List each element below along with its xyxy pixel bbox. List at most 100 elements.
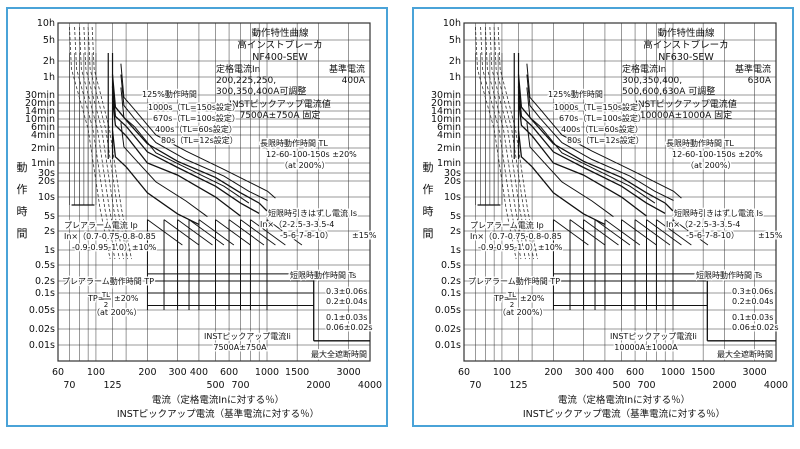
short-pickup-tol: ±15% <box>758 231 783 240</box>
y-tick-label: 1min <box>437 158 461 169</box>
y-tick-label: 20min <box>431 98 461 109</box>
y-axis-label: 間 <box>423 227 434 240</box>
prealarm-band-line <box>480 26 522 260</box>
y-tick-label: 4min <box>437 130 461 141</box>
x-tick-label: 1500 <box>691 367 715 378</box>
long-time-band-curve <box>120 74 268 201</box>
prealarm-values: -0.9-0.95-1.0）±10% <box>72 243 157 252</box>
tp-formula-tol: ±20% <box>114 294 139 303</box>
base-current-value: 400A <box>342 76 366 86</box>
short-pickup-top <box>594 219 631 246</box>
y-axis-label: 時 <box>423 205 434 218</box>
rated-current-values: 300,350,400, <box>622 76 682 86</box>
prealarm-values: In×（0.7-0.75-0.8-0.85 <box>470 232 562 241</box>
long-time-curve <box>111 86 260 214</box>
y-tick-label: 2h <box>449 56 461 67</box>
prealarm-band-line <box>78 26 120 260</box>
chart-panel-nf630: 10h 5h 2h 1h 30min 20min 14min 10min 6min 4min 2mi… <box>412 7 794 427</box>
y-axis-label: 間 <box>17 227 28 240</box>
y-tick-label: 10s <box>38 192 55 203</box>
short-pickup-values: In×（2-2.5-3-3.5-4 <box>666 220 740 229</box>
short-pickup-top <box>266 219 303 246</box>
y-axis-label: 動 <box>423 160 434 174</box>
short-time-value: 0.1±0.03s <box>732 313 773 322</box>
y-tick-label: 1min <box>31 158 55 169</box>
info-model: NF400-SEW <box>252 52 308 63</box>
tl670-note: 670s（TL=100s設定） <box>153 113 240 123</box>
long-time-curve <box>517 98 647 217</box>
long-time-band-curve <box>120 122 208 218</box>
inst-value: 7500A±750A 固定 <box>240 109 321 121</box>
tp-formula: TP= <box>87 294 104 303</box>
short-pickup-top <box>621 219 657 246</box>
tl670-note: 670s（TL=100s設定） <box>559 113 646 123</box>
info-breaker: 高インストブレーカ <box>237 39 322 51</box>
short-pickup-top <box>250 219 286 246</box>
prealarm-band-line <box>484 26 526 260</box>
x-tick-label: 3000 <box>337 367 361 378</box>
y-tick-label: 2min <box>31 143 55 154</box>
y-tick-label: 5s <box>44 211 55 222</box>
prealarm-band-line <box>83 26 125 260</box>
short-pickup-top <box>604 219 641 246</box>
long-time-cond: （at 200%） <box>686 161 735 170</box>
inst-pickup-title: INSTピックアップ電流Ii <box>610 331 697 341</box>
x-tick-label: 4000 <box>764 380 788 391</box>
prealarm-band-line <box>91 26 132 260</box>
short-pickup-top <box>583 219 619 246</box>
y-tick-label: 20s <box>444 176 461 187</box>
prealarm-time-title: プレアラーム動作時間 TP <box>468 276 560 286</box>
long-time-values: 12-60-100-150s ±20% <box>672 150 763 159</box>
short-time-value: 0.1±0.03s <box>326 313 367 322</box>
x-tick-label: 400 <box>190 367 208 378</box>
short-pickup-title: 短限時引きはずし電流 Is <box>268 208 357 218</box>
base-current-label: 基準電流 <box>735 63 771 75</box>
y-tick-label: 20s <box>38 176 55 187</box>
rated-current-values: 500,600,630A 可調整 <box>622 85 715 97</box>
x-tick-label: 3000 <box>743 367 767 378</box>
y-tick-label: 1s <box>450 245 461 256</box>
short-pickup-top <box>228 219 265 246</box>
x-axis-label: 電流（定格電流Inに対する％） <box>152 394 284 406</box>
max-break-label: 最大全遮断時間 <box>311 349 367 359</box>
tp-formula-num: TL <box>101 291 110 299</box>
y-tick-label: 5h <box>43 35 55 46</box>
base-current-label: 基準電流 <box>329 63 365 75</box>
y-tick-label: 2min <box>437 143 461 154</box>
x-axis-label: INSTピックアップ電流（基準電流に対する％） <box>117 408 319 420</box>
y-tick-label: 4min <box>31 130 55 141</box>
info-title: 動作特性曲線 <box>657 27 715 39</box>
x-tick-label: 125 <box>509 380 527 391</box>
short-pickup-top <box>215 219 251 246</box>
y-tick-label: 0.01s <box>29 340 55 351</box>
inst-pickup-title: INSTピックアップ電流Ii <box>204 331 291 341</box>
x-tick-label: 100 <box>493 367 511 378</box>
rated-current-values: 300,350,400A可調整 <box>216 85 306 97</box>
y-tick-label: 20min <box>25 98 55 109</box>
tp-formula-tol: ±20% <box>520 294 545 303</box>
short-time-value: 0.06±0.02s <box>326 323 373 332</box>
x-tick-label: 4000 <box>358 380 382 391</box>
long-time-curve <box>517 86 666 214</box>
max-break-label: 最大全遮断時間 <box>717 349 773 359</box>
x-tick-label: 2000 <box>712 380 736 391</box>
inst-label: INSTピックアップ電流値 <box>635 98 737 110</box>
tp-formula-num: TL <box>507 291 516 299</box>
inst-label: INSTピックアップ電流値 <box>229 98 331 110</box>
y-tick-label: 0.02s <box>435 324 461 335</box>
info-title: 動作特性曲線 <box>251 27 309 39</box>
y-tick-label: 10s <box>444 192 461 203</box>
short-pickup-top <box>646 219 682 246</box>
y-tick-label: 10h <box>443 18 461 29</box>
y-axis-label: 作 <box>423 183 434 196</box>
chart-panel-nf400: 10h 5h 2h 1h 30min 20min 14min 10min 6min 4min 2mi… <box>6 7 388 427</box>
tl1000-note: 1000s（TL=150s設定） <box>554 102 646 112</box>
x-tick-label: 70 <box>63 380 75 391</box>
x-tick-label: 200 <box>138 367 156 378</box>
y-tick-label: 0.2s <box>441 276 461 287</box>
y-tick-label: 5s <box>450 211 461 222</box>
short-pickup-values: -5-6-7-8-10） <box>280 231 333 240</box>
y-tick-label: 14min <box>25 106 55 117</box>
x-tick-label: 1000 <box>255 367 279 378</box>
y-tick-label: 10min <box>431 114 461 125</box>
